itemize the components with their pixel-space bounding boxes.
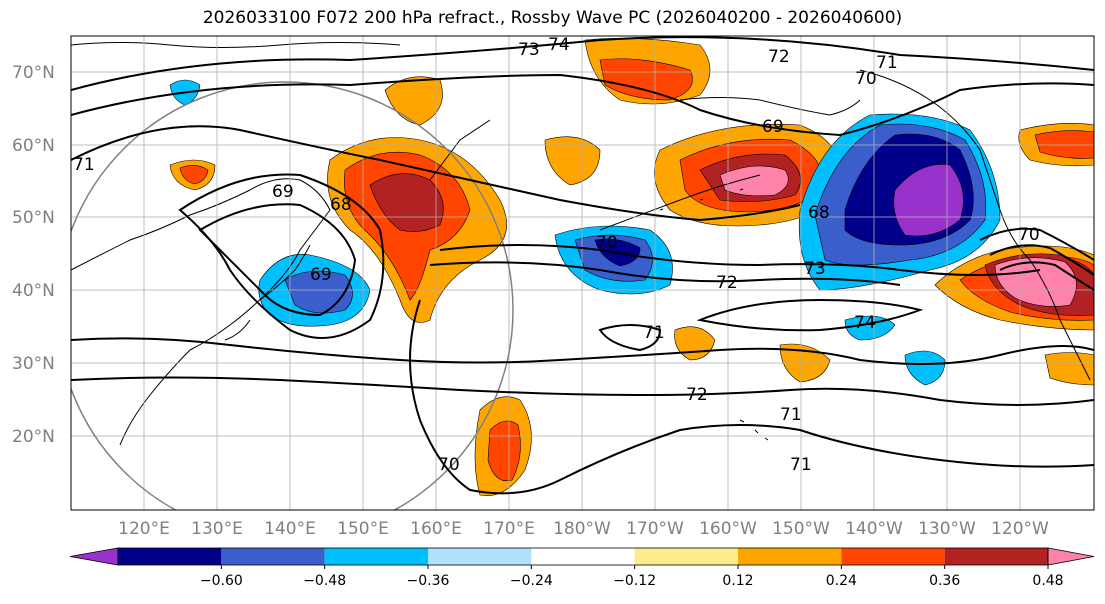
contour-label: 69 (762, 117, 784, 137)
lon-tick-label: 130°W (918, 519, 976, 539)
colorbar-segment (118, 548, 222, 565)
contour-label: 74 (548, 35, 570, 55)
arctic-coast (71, 42, 401, 48)
contour-label: 73 (518, 40, 540, 60)
colorbar-segment (738, 548, 842, 565)
contour-label: 69 (310, 265, 332, 285)
coastlines (71, 42, 1091, 446)
colorbar-tick-label: 0.36 (929, 573, 960, 589)
alaska-coast (679, 97, 861, 116)
contour-label: 74 (854, 313, 876, 333)
colorbar-tick-label: −0.60 (200, 573, 243, 589)
colorbar-tick-label: 0.48 (1032, 573, 1063, 589)
hawaii-islands (739, 419, 769, 441)
lon-tick-label: 160°E (410, 519, 462, 539)
contour-label: 73 (804, 259, 826, 279)
north-america-coast (859, 69, 1091, 381)
colorbar-tick-label: −0.36 (407, 573, 450, 589)
colorbar-segment (428, 548, 532, 565)
contour-label: 71 (790, 455, 812, 475)
contour-label: 70 (855, 69, 877, 89)
colorbar-tick-label: −0.12 (613, 573, 656, 589)
contour-label: 72 (686, 385, 708, 405)
colorbar-segment (324, 548, 428, 565)
kamchatka-coast (429, 119, 491, 181)
lon-tick-label: 130°E (191, 519, 243, 539)
lat-tick-label: 50°N (12, 208, 55, 228)
japan-islands (224, 244, 311, 341)
contour-label: 72 (768, 47, 790, 67)
contour-label: 70 (438, 455, 460, 475)
lat-tick-label: 30°N (12, 354, 55, 374)
contour-label: 71 (643, 323, 665, 343)
figure-title: 2026033100 F072 200 hPa refract., Rossby… (202, 8, 903, 28)
plot-area: 73 74 72 71 70 69 68 71 69 68 69 70 72 7… (71, 35, 1094, 510)
colorbar-tick-label: 0.24 (826, 573, 857, 589)
region-circle (71, 81, 514, 510)
colorbar-tick-label: 0.12 (722, 573, 753, 589)
lon-tick-label: 160°W (699, 519, 757, 539)
lon-tick-label: 150°W (772, 519, 830, 539)
contour-label: 71 (876, 53, 898, 73)
contour-label-group: 73 74 72 71 70 69 68 71 69 68 69 70 72 7… (73, 35, 1040, 475)
lon-tick-label: 120°W (991, 519, 1049, 539)
contour-label: 71 (780, 405, 802, 425)
lon-tick-label: 170°E (483, 519, 535, 539)
colorbar-tick-label: −0.24 (510, 573, 553, 589)
colorbar-tick-label: −0.48 (303, 573, 346, 589)
colorbar-segment (841, 548, 945, 565)
colorbar: −0.60 −0.48 −0.36 −0.24 −0.12 0.12 0.24 0.36 0.4… (69, 547, 1095, 589)
colorbar-segment (531, 548, 635, 565)
aleutian-islands (599, 174, 761, 231)
contour-lines (71, 36, 1094, 495)
lon-tick-label: 180°W (553, 519, 611, 539)
contour-label: 70 (1018, 225, 1040, 245)
lat-tick-label: 60°N (12, 136, 55, 156)
lon-axis: 120°E 130°E 140°E 150°E 160°E 170°E 180°… (118, 519, 1049, 539)
contour-label: 70 (596, 233, 618, 253)
lat-tick-label: 20°N (12, 427, 55, 447)
plot-frame (70, 35, 1095, 511)
colorbar-extend-high (1047, 547, 1095, 566)
colorbar-extend-low (69, 547, 119, 566)
colorbar-segment (944, 548, 1048, 565)
lon-tick-label: 170°W (626, 519, 684, 539)
lat-tick-label: 70°N (12, 63, 55, 83)
lon-tick-label: 140°W (845, 519, 903, 539)
lon-tick-label: 140°E (264, 519, 316, 539)
colorbar-segment (634, 548, 738, 565)
lat-tick-label: 40°N (12, 281, 55, 301)
contour-label: 68 (808, 203, 830, 223)
lat-axis: 70°N 60°N 50°N 40°N 30°N 20°N (12, 63, 55, 447)
contour-label: 71 (73, 155, 95, 175)
contour-label: 72 (716, 273, 738, 293)
colorbar-segment (221, 548, 325, 565)
lon-tick-label: 120°E (118, 519, 170, 539)
contour-label: 69 (272, 182, 294, 202)
asia-coast (71, 178, 331, 446)
lon-tick-label: 150°E (337, 519, 389, 539)
gridlines (71, 36, 1094, 510)
contour-label: 68 (330, 195, 352, 215)
colorbar-frame (117, 547, 1049, 566)
